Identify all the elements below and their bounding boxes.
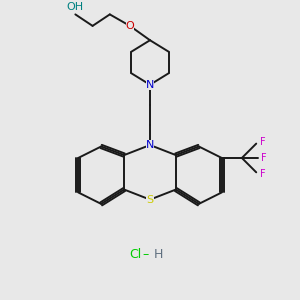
Text: O: O	[125, 21, 134, 31]
Text: F: F	[261, 153, 267, 163]
Text: Cl: Cl	[130, 248, 142, 261]
Text: F: F	[260, 169, 266, 179]
Text: N: N	[146, 80, 154, 90]
Text: H: H	[154, 248, 163, 261]
Text: F: F	[260, 137, 266, 147]
Text: S: S	[146, 195, 154, 205]
Text: –: –	[139, 248, 153, 261]
Text: N: N	[146, 140, 154, 150]
Text: OH: OH	[67, 2, 84, 12]
